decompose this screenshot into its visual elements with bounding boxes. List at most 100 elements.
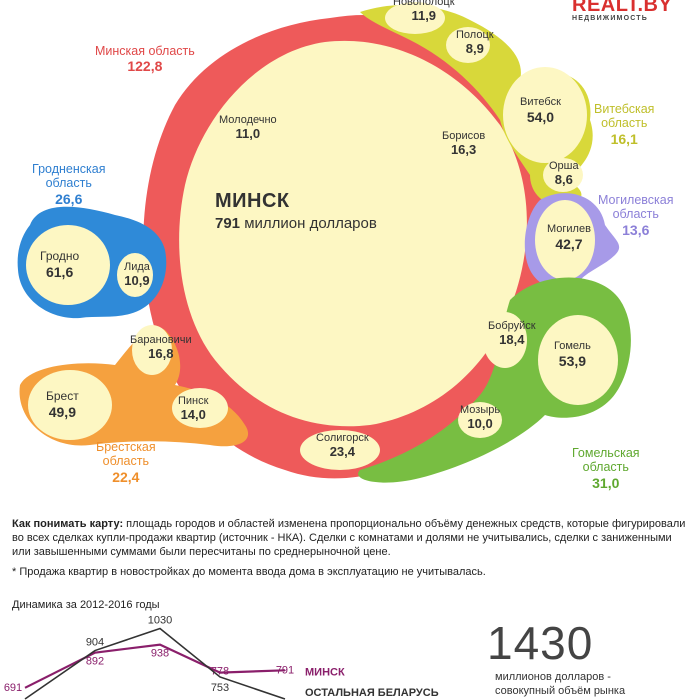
vitebsk-label: Витебск 54,0 bbox=[520, 96, 561, 125]
logo-text: REALT.BY bbox=[572, 0, 673, 16]
city-value: 16,3 bbox=[450, 141, 477, 157]
city-name: Бобруйск bbox=[488, 320, 536, 332]
vitebsk-city-shape[interactable] bbox=[503, 67, 587, 163]
city-value: 8,6 bbox=[554, 171, 573, 187]
mozyr-label: Мозырь 10,0 bbox=[460, 404, 500, 432]
soligorsk-city-shape[interactable] bbox=[300, 430, 380, 470]
orsha-city-shape[interactable] bbox=[543, 158, 583, 192]
region-value: 22,4 bbox=[112, 468, 140, 485]
novopolotsk-city-shape[interactable] bbox=[385, 2, 445, 34]
region-value: 122,8 bbox=[127, 58, 163, 75]
series-line-0 bbox=[24, 643, 286, 689]
region-value: 31,0 bbox=[592, 474, 620, 491]
brest-city-shape[interactable] bbox=[28, 370, 112, 440]
city-name: Молодечно bbox=[219, 114, 277, 126]
total-market-value: 1430 bbox=[487, 617, 594, 669]
mozyr-city-shape[interactable] bbox=[458, 402, 502, 438]
city-value: 53,9 bbox=[558, 352, 587, 369]
region-value: 26,6 bbox=[55, 190, 83, 207]
city-value: 23,4 bbox=[329, 443, 355, 459]
data-label: 1030 bbox=[148, 615, 172, 627]
city-name: Солигорск bbox=[316, 432, 369, 444]
city-name: Новополоцк bbox=[393, 0, 455, 8]
dynamics-chart: 691 892 938 778 791 МИНСК 904 1030 753 ОСТАЛЬНАЯ … bbox=[4, 615, 439, 700]
city-name: Мозырь bbox=[460, 404, 501, 416]
city-name: Пинск bbox=[178, 395, 209, 407]
city-value: 14,0 bbox=[180, 406, 206, 422]
city-value: 42,7 bbox=[555, 235, 583, 252]
soligorsk-label: Солигорск 23,4 bbox=[316, 432, 369, 460]
pinsk-label: Пинск 14,0 bbox=[178, 395, 208, 423]
city-value: 16,8 bbox=[148, 345, 174, 361]
data-label: 904 bbox=[86, 637, 104, 649]
explanation-lead: Как понимать карту: bbox=[12, 518, 124, 530]
city-value: 10,9 bbox=[124, 272, 150, 288]
gomel-region-label: Гомельская область 31,0 bbox=[572, 446, 640, 491]
city-name: Могилев bbox=[547, 223, 591, 235]
region-name-line2: область bbox=[102, 454, 149, 469]
minsk-value: 791 bbox=[215, 215, 241, 232]
realt-logo[interactable]: REALT.BY НЕДВИЖИМОСТЬ bbox=[572, 0, 672, 22]
region-name: Могилевская bbox=[598, 193, 674, 207]
grodno-city-shape[interactable] bbox=[26, 225, 110, 305]
borisov-city-shape[interactable] bbox=[450, 129, 490, 161]
city-name: Гомель bbox=[554, 340, 591, 352]
region-name: Витебская bbox=[594, 102, 655, 116]
polotsk-city-shape[interactable] bbox=[446, 27, 490, 63]
region-name: Брестская bbox=[96, 440, 156, 454]
city-name: Гродно bbox=[40, 249, 80, 263]
cartogram-map bbox=[17, 2, 631, 483]
polotsk-label: Полоцк 8,9 bbox=[456, 29, 494, 57]
region-name: Гомельская bbox=[572, 446, 640, 460]
mogilev-label: Могилев 42,7 bbox=[547, 223, 591, 252]
baranovichi-label: Барановичи 16,8 bbox=[130, 334, 192, 362]
series-name: ОСТАЛЬНАЯ БЕЛАРУСЬ bbox=[305, 687, 439, 699]
map-explanation: Как понимать карту: площадь городов и об… bbox=[12, 517, 692, 559]
mogilev-region-label: Могилевская область 13,6 bbox=[598, 193, 674, 238]
city-name: Лида bbox=[124, 261, 150, 273]
region-name-line2: область bbox=[601, 116, 648, 131]
region-name-line2: область bbox=[45, 176, 92, 191]
lida-city-shape[interactable] bbox=[117, 253, 153, 297]
city-name: Витебск bbox=[520, 96, 561, 108]
explanation-note: * Продажа квартир в новостройках до моме… bbox=[12, 566, 486, 578]
region-name: Минская область bbox=[95, 44, 195, 58]
region-name-line2: область bbox=[612, 207, 659, 222]
city-value: 54,0 bbox=[526, 108, 555, 125]
data-label: 791 bbox=[276, 664, 294, 676]
vitebsk-region-label: Витебская область 16,1 bbox=[594, 102, 654, 147]
minsk-city-shape[interactable] bbox=[179, 40, 527, 427]
data-label: 778 bbox=[211, 666, 229, 678]
gomel-city-shape[interactable] bbox=[538, 315, 618, 405]
city-value: 8,9 bbox=[465, 40, 484, 56]
minsk-unit: миллион долларов bbox=[244, 215, 377, 232]
grodno-label: Гродно 61,6 bbox=[40, 249, 80, 280]
region-name: Гродненская bbox=[32, 162, 106, 176]
mogilev-city-shape[interactable] bbox=[535, 200, 595, 280]
novopolotsk-label: Новополоцк 11,9 bbox=[393, 0, 455, 24]
city-name: Полоцк bbox=[456, 29, 494, 41]
minsk-region-label: Минская область 122,8 bbox=[95, 44, 195, 74]
dynamics-title: Динамика за 2012-2016 годы bbox=[12, 599, 160, 611]
grodno-region-label: Гродненская область 26,6 bbox=[32, 162, 105, 207]
explanation-text: площадь городов и областей изменена проп… bbox=[12, 518, 686, 558]
baranovichi-city-shape[interactable] bbox=[132, 325, 172, 375]
lida-label: Лида 10,9 bbox=[124, 261, 150, 289]
city-value: 11,9 bbox=[411, 7, 437, 23]
total-caption-line1: миллионов долларов - bbox=[495, 671, 611, 683]
gomel-label: Гомель 53,9 bbox=[554, 340, 591, 369]
city-value: 10,0 bbox=[467, 415, 493, 431]
city-value: 61,6 bbox=[45, 263, 74, 280]
data-label: 892 bbox=[86, 656, 104, 668]
molodechno-city-shape[interactable] bbox=[215, 116, 251, 144]
borisov-label: Борисов 16,3 bbox=[442, 130, 485, 158]
city-value: 49,9 bbox=[48, 403, 76, 420]
minsk-city-value: 791 миллион долларов bbox=[215, 215, 377, 232]
bobruisk-city-shape[interactable] bbox=[483, 312, 527, 368]
data-label: 691 bbox=[4, 682, 22, 694]
pinsk-city-shape[interactable] bbox=[172, 388, 228, 428]
series-line-1 bbox=[24, 627, 286, 700]
molodechno-label: Молодечно 11,0 bbox=[219, 114, 277, 142]
brest-label: Брест 49,9 bbox=[46, 389, 79, 420]
total-caption-line2: совокупный объём рынка bbox=[495, 685, 626, 697]
